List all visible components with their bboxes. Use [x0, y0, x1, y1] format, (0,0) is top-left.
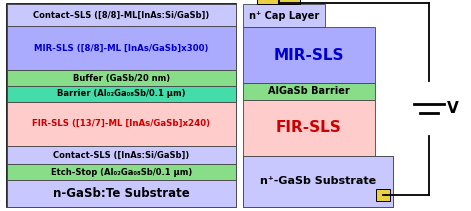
FancyBboxPatch shape [7, 102, 236, 146]
FancyBboxPatch shape [258, 0, 300, 4]
Text: Barrier (Al₀₂Ga₀₈Sb/0.1 μm): Barrier (Al₀₂Ga₀₈Sb/0.1 μm) [57, 89, 186, 98]
Text: Etch-Stop (Al₀₂Ga₀₈Sb/0.1 μm): Etch-Stop (Al₀₂Ga₀₈Sb/0.1 μm) [51, 168, 192, 177]
FancyBboxPatch shape [7, 180, 236, 207]
FancyBboxPatch shape [243, 156, 393, 207]
FancyBboxPatch shape [7, 26, 236, 70]
FancyBboxPatch shape [243, 27, 374, 83]
FancyBboxPatch shape [243, 83, 374, 100]
FancyBboxPatch shape [243, 100, 374, 156]
FancyBboxPatch shape [376, 189, 390, 201]
Text: FIR-SLS: FIR-SLS [276, 120, 341, 135]
Text: MIR-SLS ([8/8]-ML [InAs/GaSb]x300): MIR-SLS ([8/8]-ML [InAs/GaSb]x300) [34, 44, 209, 53]
Text: Contact-SLS ([InAs:Si/GaSb]): Contact-SLS ([InAs:Si/GaSb]) [53, 150, 189, 160]
FancyBboxPatch shape [7, 4, 236, 207]
Text: V: V [447, 101, 459, 116]
FancyBboxPatch shape [243, 4, 325, 27]
Text: Contact–SLS ([8/8]-ML[InAs:Si/GaSb]): Contact–SLS ([8/8]-ML[InAs:Si/GaSb]) [33, 11, 210, 20]
Text: n⁺-GaSb Substrate: n⁺-GaSb Substrate [260, 176, 376, 186]
Text: MIR-SLS: MIR-SLS [273, 48, 344, 63]
FancyBboxPatch shape [7, 146, 236, 164]
Text: n-GaSb:Te Substrate: n-GaSb:Te Substrate [53, 187, 190, 200]
FancyBboxPatch shape [7, 86, 236, 102]
Text: AlGaSb Barrier: AlGaSb Barrier [268, 87, 349, 96]
Text: FIR-SLS ([13/7]-ML [InAs/GaSb]x240): FIR-SLS ([13/7]-ML [InAs/GaSb]x240) [32, 119, 210, 128]
Text: n⁺ Cap Layer: n⁺ Cap Layer [249, 11, 319, 21]
FancyBboxPatch shape [7, 4, 236, 26]
FancyBboxPatch shape [7, 164, 236, 180]
FancyBboxPatch shape [243, 156, 393, 207]
Text: Buffer (GaSb/20 nm): Buffer (GaSb/20 nm) [73, 74, 170, 83]
FancyBboxPatch shape [7, 70, 236, 86]
